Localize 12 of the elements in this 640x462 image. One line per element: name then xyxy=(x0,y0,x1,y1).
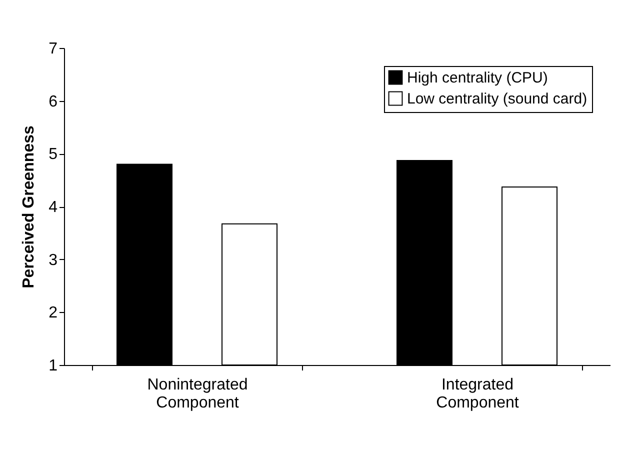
y-tick-label: 2 xyxy=(48,304,58,322)
y-tick-label: 7 xyxy=(48,40,58,58)
x-tick-label: Integrated Component xyxy=(436,376,520,412)
y-tick-label: 3 xyxy=(48,252,58,269)
y-tick-label: 6 xyxy=(48,93,58,110)
y-axis-title: Perceived Greenness xyxy=(20,126,38,288)
x-tick-label: Nonintegrated Component xyxy=(147,376,248,412)
legend-label: High centrality (CPU) xyxy=(407,70,548,86)
y-tick-label: 5 xyxy=(48,146,58,164)
legend-label: Low centrality (sound card) xyxy=(407,90,588,108)
y-tick-label: 1 xyxy=(48,358,58,374)
y-tick-label: 4 xyxy=(48,199,58,216)
